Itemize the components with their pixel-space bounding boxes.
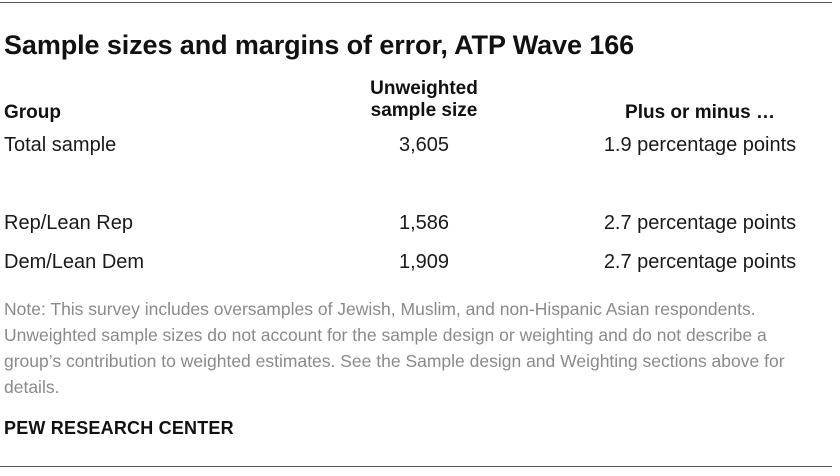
row-margin-dem: 2.7 percentage points (603, 251, 797, 273)
bottom-rule (0, 466, 832, 467)
row-group-rep: Rep/Lean Rep (4, 212, 133, 234)
top-rule (0, 2, 832, 3)
row-size-total: 3,605 (398, 134, 450, 156)
column-header-sample-size-line1: Unweighted (370, 78, 478, 99)
column-header-sample-size: Unweighted sample size (324, 78, 524, 122)
page-title: Sample sizes and margins of error, ATP W… (4, 30, 635, 60)
source-credit: PEW RESEARCH CENTER (4, 418, 234, 438)
column-header-group: Group (4, 102, 61, 123)
row-group-total: Total sample (4, 134, 117, 156)
column-header-sample-size-line2: sample size (370, 100, 478, 121)
row-size-rep: 1,586 (398, 212, 450, 234)
column-header-margin: Plus or minus … (625, 102, 775, 123)
row-margin-total: 1.9 percentage points (603, 134, 797, 156)
row-margin-rep: 2.7 percentage points (603, 212, 797, 234)
row-size-dem: 1,909 (398, 251, 450, 273)
row-group-dem: Dem/Lean Dem (4, 251, 145, 273)
footnote: Note: This survey includes oversamples o… (4, 299, 785, 397)
